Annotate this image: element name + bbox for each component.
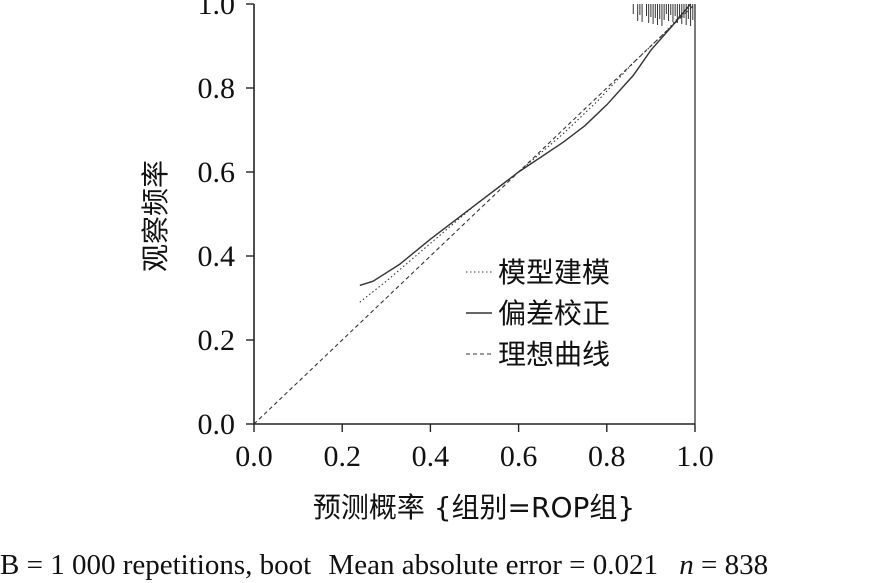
footer-n-value: = 838 [701,549,768,581]
y-axis-title: 观察频率 [139,160,172,272]
x-tick-label: 0.8 [588,440,626,473]
y-tick-label: 0.0 [198,408,236,441]
x-tick-label: 0.0 [235,440,273,473]
legend-label: 理想曲线 [498,338,610,371]
footer-n-variable: n [679,549,694,581]
footer-repetitions: B = 1 000 repetitions, boot [0,549,311,581]
y-tick-label: 0.6 [198,156,236,189]
y-ticks: 0.0 0.2 0.4 0.6 0.8 1.0 [198,0,254,441]
series-line-dotted [359,3,692,303]
series-line-solid [359,3,692,287]
x-tick-label: 0.4 [412,440,450,473]
legend-label: 偏差校正 [498,297,610,330]
footer-mae: Mean absolute error = 0.021 [328,549,658,581]
y-tick-label: 1.0 [198,0,236,21]
series-layer [253,3,696,425]
rug-marks [632,4,694,26]
x-ticks: 0.0 0.2 0.4 0.6 0.8 1.0 [235,424,714,473]
y-tick-label: 0.4 [198,240,236,273]
legend-label: 模型建模 [498,256,610,289]
x-tick-label: 0.6 [500,440,538,473]
footer-text: B = 1 000 repetitions, boot Mean absolut… [0,549,768,581]
x-axis-title: 预测概率 {组别=ROP组} [313,491,635,524]
x-tick-label: 1.0 [676,440,714,473]
x-tick-label: 0.2 [323,440,361,473]
y-tick-label: 0.2 [198,324,236,357]
series-line-dashed [253,3,696,425]
plot-area: 0.0 0.2 0.4 0.6 0.8 1.0 0.0 0.2 0.4 0.6 0.8 1.0 [198,0,714,473]
y-tick-label: 0.8 [198,72,236,105]
